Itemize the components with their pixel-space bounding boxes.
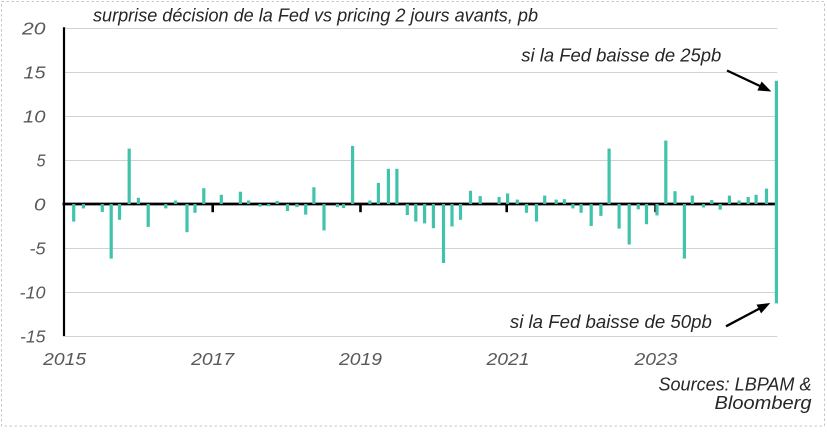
svg-text:-15: -15: [20, 326, 46, 346]
svg-text:Sources: LBPAM &: Sources: LBPAM &: [659, 374, 812, 395]
svg-text:-5: -5: [30, 238, 46, 258]
svg-text:10: 10: [23, 106, 46, 126]
svg-text:-10: -10: [20, 282, 46, 302]
svg-text:2015: 2015: [42, 349, 86, 369]
svg-text:2017: 2017: [190, 349, 235, 369]
svg-text:15: 15: [24, 62, 46, 82]
svg-text:si la Fed baisse de 25pb: si la Fed baisse de 25pb: [521, 44, 721, 65]
svg-text:5: 5: [37, 150, 46, 170]
svg-text:2019: 2019: [338, 349, 382, 369]
svg-text:si la Fed baisse de 50pb: si la Fed baisse de 50pb: [510, 311, 712, 332]
svg-text:2021: 2021: [485, 349, 529, 369]
svg-text:Bloomberg: Bloomberg: [715, 392, 813, 413]
svg-text:20: 20: [21, 18, 46, 38]
svg-text:surprise décision de la Fed vs: surprise décision de la Fed vs pricing 2…: [93, 4, 538, 25]
svg-text:0: 0: [34, 194, 46, 214]
svg-text:2023: 2023: [633, 349, 677, 369]
